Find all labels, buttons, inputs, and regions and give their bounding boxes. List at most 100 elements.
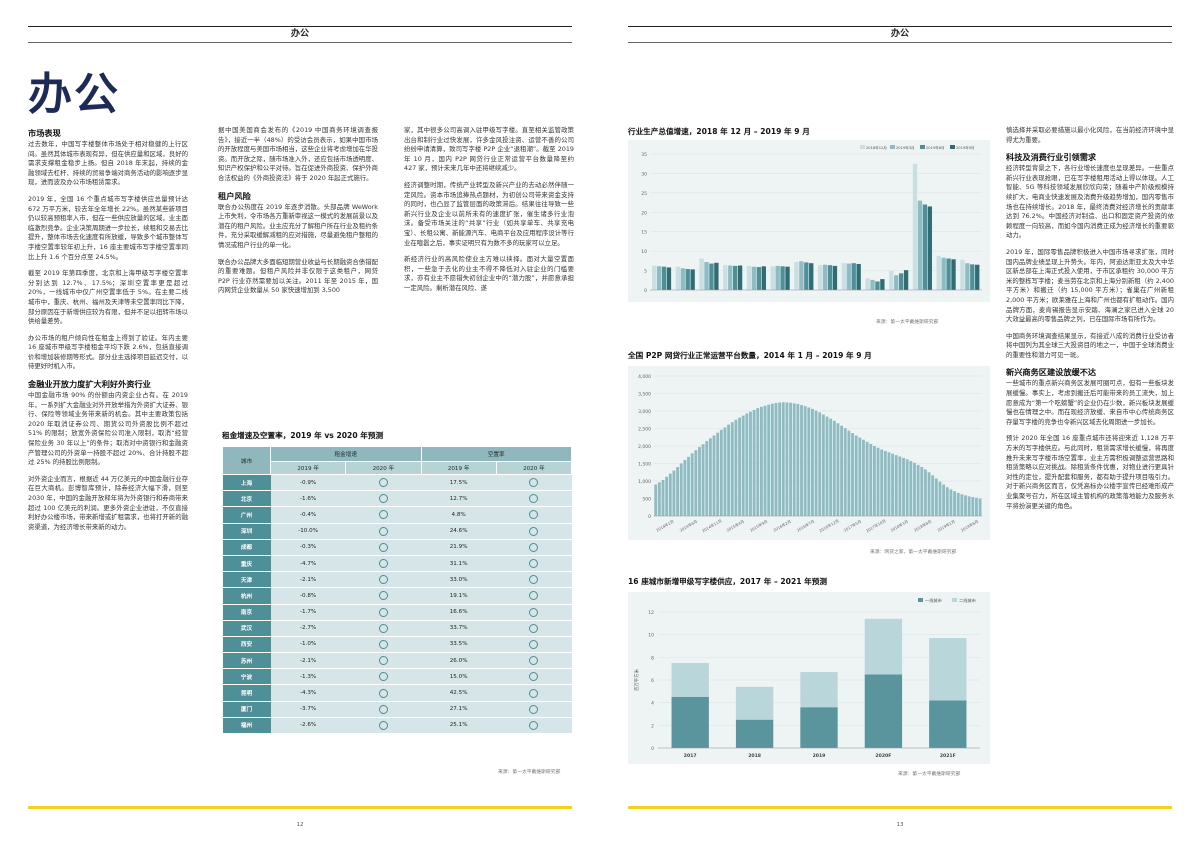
footer-rule — [28, 806, 572, 809]
y-tick-label: 2 — [651, 723, 654, 729]
legend-swatch — [950, 145, 955, 149]
chart1-source: 来源：第一太平戴维斯研究部 — [876, 320, 939, 325]
bar — [716, 432, 720, 516]
bar — [699, 258, 704, 290]
forecast-circle-icon — [345, 717, 421, 735]
bar — [856, 263, 861, 290]
bar — [814, 410, 818, 516]
body-paragraph: 慎选择并采取必要措施以最小化风险，在当前经济环境中显得尤为重要。 — [1006, 126, 1174, 144]
table-header-rent: 租金增速 — [270, 446, 422, 462]
bar — [672, 470, 676, 516]
legend-label: 二线城市 — [959, 597, 976, 604]
forecast-circle-icon — [345, 523, 421, 540]
bar — [781, 402, 785, 516]
bar — [656, 266, 662, 290]
bar — [829, 418, 833, 516]
body-paragraph: 2019 年，全国 16 个重点城市写字楼供应总量预计达 672 万平方米，较去… — [28, 194, 188, 261]
forecast-circle-icon — [345, 636, 421, 654]
bar — [975, 497, 978, 516]
table-row: 南京 -1.7% 16.6% — [222, 604, 572, 621]
bar — [708, 438, 712, 516]
forecast-circle-icon — [496, 506, 572, 524]
bar — [876, 447, 880, 516]
section-heading: 新兴商务区建设放缓不达 — [1006, 367, 1097, 378]
bar — [685, 269, 690, 290]
forecast-circle-icon — [496, 684, 572, 702]
x-tick-label: 2017 — [684, 753, 697, 759]
table-cell: 北京 — [222, 490, 271, 508]
bar — [847, 430, 851, 516]
bar — [894, 455, 898, 516]
bar — [789, 402, 792, 516]
bar — [799, 261, 804, 290]
table-subheader: 2019 年 — [420, 461, 497, 475]
bar — [746, 265, 752, 290]
forecast-circle-icon — [345, 506, 421, 524]
bar — [665, 476, 669, 516]
bar — [964, 495, 967, 516]
body-paragraph: 截至 2019 年第四季度，北京和上海甲级写字楼空置率分别达到 12.7%、17… — [28, 269, 188, 326]
bar — [880, 279, 885, 290]
bar — [923, 469, 927, 516]
body-paragraph: 预计 2020 年全国 16 座重点城市还将迎来近 1,128 万平方米的写字楼… — [1006, 434, 1174, 510]
y-tick-label: 15 — [641, 230, 647, 236]
bar — [723, 427, 727, 516]
forecast-circle-icon — [345, 701, 421, 718]
table-cell: 24.6% — [421, 523, 497, 540]
bar — [851, 433, 854, 516]
y-tick-label: 0 — [648, 514, 651, 520]
bar — [851, 263, 856, 290]
section-heading: 科技及消费行业引领需求 — [1006, 152, 1097, 163]
bar — [825, 416, 829, 516]
legend-label: 2018年12月 — [866, 145, 887, 150]
table-cell: 苏州 — [222, 652, 271, 670]
legend-swatch — [890, 145, 895, 149]
bar — [864, 618, 903, 675]
bar — [737, 265, 743, 290]
bar — [745, 413, 749, 516]
left-column-1: 市场表现 过去数年，中国写字楼整体市场处于相对稳健的上行区间。虽然其体城市表现有异… — [28, 126, 188, 806]
bar — [938, 481, 942, 516]
bar — [941, 257, 946, 290]
bar — [775, 265, 780, 290]
bar — [913, 462, 916, 516]
body-paragraph: 据中国美国商会发布的《2019 中国商务环境调查报告》，接近一半（48%）的受访… — [218, 126, 378, 182]
table-row: 武汉 -2.7% 33.7% — [222, 620, 572, 637]
y-tick-label: 0 — [644, 288, 647, 294]
body-paragraph: 家，其中很多公司高调入驻甲级写字楼。直至相关监管政策出台和制行业过快发展，许多金… — [404, 126, 574, 173]
table-cell: 12.7% — [421, 490, 497, 508]
bar — [803, 406, 807, 516]
bar — [709, 263, 714, 290]
forecast-circle-icon — [496, 523, 572, 540]
forecast-circle-icon — [496, 636, 572, 654]
bar — [751, 266, 757, 290]
bar — [690, 269, 695, 290]
table-cell: 昆明 — [222, 684, 271, 702]
x-tick-label: 2021F — [940, 753, 956, 759]
table-cell: 福州 — [222, 717, 271, 735]
bar — [870, 279, 875, 290]
bar — [902, 457, 905, 516]
table-cell: 26.0% — [421, 652, 497, 670]
bar — [794, 262, 799, 290]
bar — [894, 275, 899, 290]
bar — [891, 453, 895, 516]
table-cell: 南京 — [222, 604, 271, 621]
bar — [965, 263, 970, 290]
left-column-2: 据中国美国商会发布的《2019 中国商务环境调查报告》，接近一半（48%）的受访… — [218, 126, 378, 426]
bar — [953, 491, 956, 516]
table-cell: 15.0% — [421, 668, 497, 686]
table-cell: 武汉 — [222, 620, 271, 637]
bar — [796, 404, 800, 516]
legend-swatch — [918, 598, 923, 602]
table-row: 重庆 -4.7% 31.1% — [222, 555, 572, 573]
chart3-title: 16 座城市新增甲级写字楼供应，2017 年 – 2021 年预测 — [628, 577, 827, 586]
bar — [927, 472, 931, 516]
y-tick-label: 0 — [651, 746, 654, 752]
bar — [657, 482, 661, 516]
table-cell: 广州 — [222, 506, 271, 524]
forecast-circle-icon — [345, 587, 421, 605]
bar — [970, 264, 975, 290]
bar — [698, 447, 701, 516]
table-cell: 27.1% — [421, 701, 497, 718]
